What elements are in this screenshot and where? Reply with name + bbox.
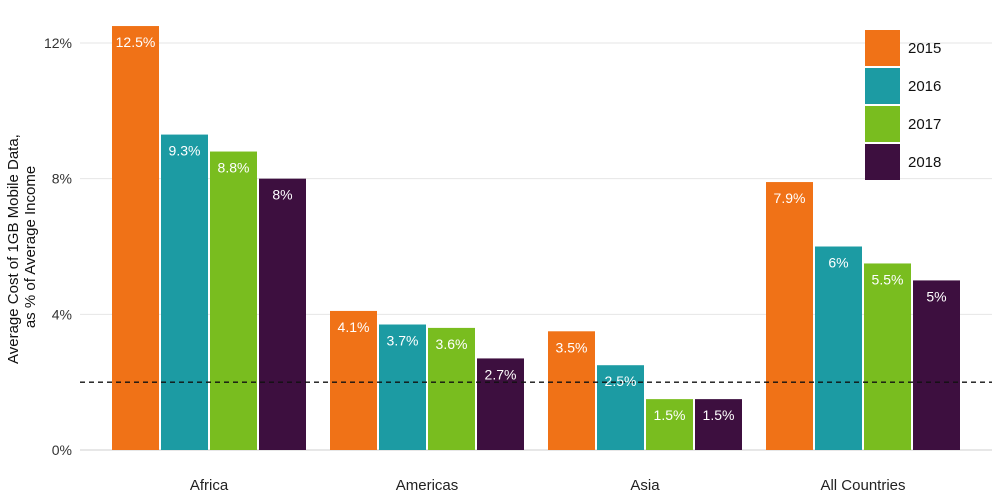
data-label: 1.5% <box>703 407 735 423</box>
x-axis-category-labels: Africa Americas Asia All Countries <box>190 477 906 494</box>
y-tick-label: 4% <box>52 306 72 322</box>
y-axis-ticks: 0% 4% 8% 12% <box>44 35 72 458</box>
data-label: 3.5% <box>556 339 588 355</box>
y-axis-title-line-2: as % of Average Income <box>22 166 39 328</box>
bar <box>766 182 813 450</box>
data-label: 8% <box>272 187 292 203</box>
y-tick-label: 8% <box>52 171 72 187</box>
bar <box>477 358 524 450</box>
bar <box>597 365 644 450</box>
legend: 2015 2016 2017 2018 <box>865 30 941 180</box>
legend-label: 2015 <box>908 40 941 57</box>
data-label: 2.7% <box>485 366 517 382</box>
legend-label: 2017 <box>908 116 941 133</box>
legend-swatch <box>865 144 900 180</box>
data-label: 4.1% <box>338 319 370 335</box>
data-label: 5% <box>926 288 946 304</box>
bar <box>815 246 862 450</box>
bar <box>695 399 742 450</box>
data-labels: 12.5% 9.3% 8.8% 8% 4.1% 3.7% 3.6% 2.7% 3.5% 2.5% 1… <box>116 34 947 423</box>
y-tick-label: 12% <box>44 35 72 51</box>
legend-label: 2016 <box>908 78 941 95</box>
data-label: 12.5% <box>116 34 156 50</box>
bar <box>913 280 960 450</box>
data-label: 3.6% <box>436 336 468 352</box>
bar <box>330 310 377 450</box>
data-label: 3.7% <box>387 333 419 349</box>
data-label: 1.5% <box>654 407 686 423</box>
data-label: 9.3% <box>169 143 201 159</box>
bar <box>161 134 208 450</box>
data-label: 6% <box>828 255 848 271</box>
y-axis-title-line-1: Average Cost of 1GB Mobile Data, <box>5 134 22 364</box>
data-label: 8.8% <box>218 160 250 176</box>
bar <box>548 331 595 450</box>
y-tick-label: 0% <box>52 442 72 458</box>
bar <box>379 324 426 450</box>
bar <box>112 26 159 451</box>
y-axis-title: Average Cost of 1GB Mobile Data, as % of… <box>5 130 39 364</box>
bar <box>259 178 306 450</box>
legend-swatch <box>865 68 900 104</box>
data-label: 5.5% <box>872 271 904 287</box>
data-label: 7.9% <box>774 190 806 206</box>
legend-label: 2018 <box>908 154 941 171</box>
bar <box>428 327 475 450</box>
x-category-label: Africa <box>190 477 229 494</box>
x-category-label: All Countries <box>820 477 905 494</box>
bars <box>112 26 960 451</box>
legend-swatch <box>865 30 900 66</box>
data-label: 2.5% <box>605 373 637 389</box>
bar <box>646 399 693 450</box>
bar <box>210 151 257 451</box>
x-category-label: Asia <box>630 477 660 494</box>
x-category-label: Americas <box>396 477 459 494</box>
legend-swatch <box>865 106 900 142</box>
bar <box>864 263 911 450</box>
